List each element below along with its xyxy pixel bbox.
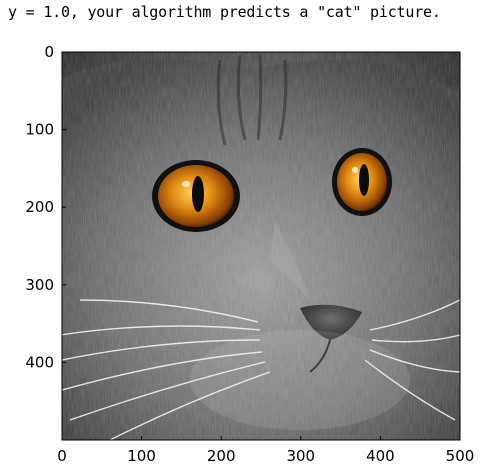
x-axis: 0 100 200 300 400 500 [57,436,474,465]
x-tick-label: 100 [127,447,156,465]
cat-face-photo-icon [62,52,460,440]
y-tick-label: 400 [25,353,54,371]
x-tick-label: 400 [366,447,395,465]
y-tick-label: 300 [25,276,54,294]
x-tick-label: 200 [207,447,236,465]
y-tick-label: 200 [25,198,54,216]
y-tick-label: 100 [25,121,54,139]
output-text: y = 1.0, your algorithm predicts a "cat"… [8,3,441,21]
x-tick-label: 0 [57,447,67,465]
x-tick-label: 500 [446,447,475,465]
x-tick-label: 300 [286,447,315,465]
y-tick-label: 0 [44,43,54,61]
y-axis: 0 100 200 300 400 [25,43,66,371]
axes-frame [61,51,461,441]
